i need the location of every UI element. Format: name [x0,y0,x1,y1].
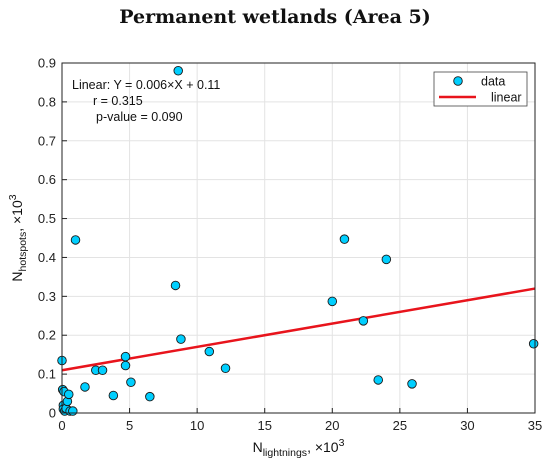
legend-label-data: data [481,75,505,89]
x-tick-label: 10 [190,418,204,433]
x-tick-label: 35 [528,418,542,433]
y-tick-label: 0 [49,406,56,421]
x-tick-label: 15 [257,418,271,433]
y-tick-label: 0.9 [38,56,56,71]
fit-annotation: Linear: Y = 0.006×X + 0.11 r = 0.315 p-val… [72,78,220,124]
x-tick-label: 30 [460,418,474,433]
x-tick-label: 5 [126,418,133,433]
axis-ticks: 0 5 10 15 20 25 30 35 0 0.1 0.2 0.3 0.4 0.5 0.6 0.7 0.8 0… [38,56,542,434]
annotation-line: Linear: Y = 0.006×X + 0.11 [72,78,220,92]
data-point [120,360,131,371]
y-tick-label: 0.2 [38,328,56,343]
y-axis-label: Nhotspots, ×103 [7,194,29,281]
plot-frame [61,62,536,414]
y-tick-label: 0.6 [38,172,56,187]
data-point [373,375,383,385]
data-point [126,377,136,388]
data-point [176,334,186,344]
legend-label-linear: linear [491,91,522,105]
legend-box [433,71,528,107]
data-point [220,363,231,374]
data-point [407,379,417,389]
data-point [120,351,131,362]
annotation-line: p-value = 0.090 [96,110,183,124]
data-point [358,316,369,326]
legend-marker-data [453,76,463,86]
y-tick-label: 0.4 [38,250,56,265]
data-point [97,365,108,375]
data-point [528,339,539,349]
data-point [145,391,155,402]
y-tick-label: 0.3 [38,289,56,304]
x-axis-label: Nlightnings, ×103 [253,437,345,459]
data-point [170,280,181,291]
data-point [70,235,81,245]
data-point [327,296,338,307]
y-tick-label: 0.7 [38,133,56,148]
data-point [173,66,183,76]
grid-lines [62,63,535,413]
regression-line [61,287,536,372]
annotation-line: r = 0.315 [93,94,143,108]
chart-title: Permanent wetlands (Area 5) [119,6,431,28]
plot-marks [57,66,539,416]
data-point [381,254,392,265]
x-tick-label: 25 [393,418,407,433]
data-point [204,346,215,357]
data-point [64,389,74,400]
y-tick-label: 0.8 [38,94,56,109]
data-point [80,382,90,392]
x-tick-label: 20 [325,418,339,433]
x-tick-label: 0 [58,418,65,433]
y-tick-label: 0.5 [38,211,56,226]
legend: data linear [433,71,528,107]
y-tick-label: 0.1 [38,367,56,382]
data-point [339,234,350,244]
data-point [108,390,119,401]
data-point [68,406,78,416]
